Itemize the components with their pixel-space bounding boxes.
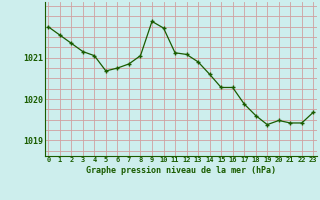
X-axis label: Graphe pression niveau de la mer (hPa): Graphe pression niveau de la mer (hPa): [86, 166, 276, 175]
